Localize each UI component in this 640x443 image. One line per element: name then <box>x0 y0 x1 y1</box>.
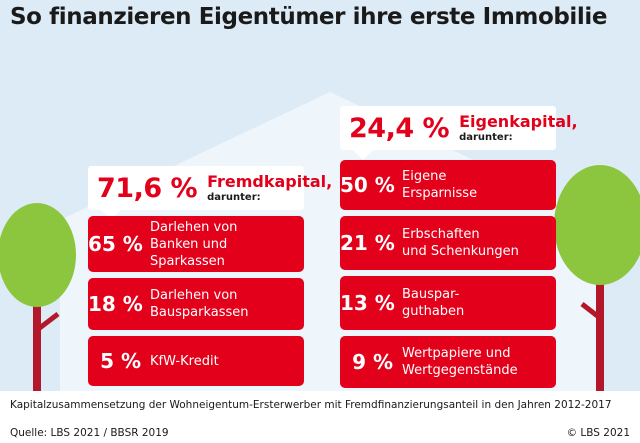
eigenkapital-sub-label: darunter: <box>459 131 513 143</box>
item-label: Erbschaften und Schenkungen <box>402 227 519 259</box>
fremdkapital-label: Fremdkapital, <box>207 171 333 191</box>
item-label: Eigene Ersparnisse <box>402 169 478 201</box>
item-percent: 21 % <box>340 231 395 255</box>
eigenkapital-label: Eigenkapital, <box>459 111 578 131</box>
copyright: © LBS 2021 <box>566 427 630 439</box>
item-label: KfW-Kredit <box>150 353 219 369</box>
list-item: 65 % Darlehen von Banken und Sparkassen <box>88 216 304 272</box>
eigenkapital-summary: 24,4 % Eigenkapital, darunter: <box>340 106 578 160</box>
right-tree-crown <box>554 165 640 285</box>
item-label: Wertpapiere und Wertgegenstände <box>402 346 518 378</box>
left-tree-branch <box>35 312 60 332</box>
eigenkapital-percent: 24,4 % <box>349 112 450 144</box>
right-tree-trunk <box>596 252 604 391</box>
list-item: 5 % KfW-Kredit <box>88 336 304 386</box>
page-title: So finanzieren Eigentümer ihre erste Imm… <box>10 4 608 30</box>
item-percent: 50 % <box>340 173 395 197</box>
item-percent: 18 % <box>88 292 143 316</box>
item-percent: 13 % <box>340 291 395 315</box>
item-label: Darlehen von Bausparkassen <box>150 288 249 320</box>
list-item: 21 % Erbschaften und Schenkungen <box>340 216 556 270</box>
list-item: 18 % Darlehen von Bausparkassen <box>88 278 304 330</box>
item-percent: 65 % <box>88 232 143 256</box>
item-label: Bauspar- guthaben <box>402 287 465 319</box>
fremdkapital-sub-label: darunter: <box>207 191 261 203</box>
list-item: 50 % Eigene Ersparnisse <box>340 160 556 210</box>
left-tree-trunk <box>33 260 41 391</box>
fremdkapital-summary: 71,6 % Fremdkapital, darunter: <box>88 166 332 220</box>
source-note: Quelle: LBS 2021 / BBSR 2019 <box>10 427 169 439</box>
item-percent: 5 % <box>100 349 141 373</box>
list-item: 9 % Wertpapiere und Wertgegenstände <box>340 336 556 388</box>
item-label: Darlehen von Banken und Sparkassen <box>150 219 238 269</box>
left-tree-crown <box>0 203 76 307</box>
fremdkapital-percent: 71,6 % <box>97 172 198 204</box>
list-item: 13 % Bauspar- guthaben <box>340 276 556 330</box>
right-tree-branch <box>580 302 602 320</box>
item-percent: 9 % <box>352 350 393 374</box>
footer: Kapitalzusammensetzung der Wohneigentum-… <box>0 391 640 443</box>
caption: Kapitalzusammensetzung der Wohneigentum-… <box>10 399 612 411</box>
